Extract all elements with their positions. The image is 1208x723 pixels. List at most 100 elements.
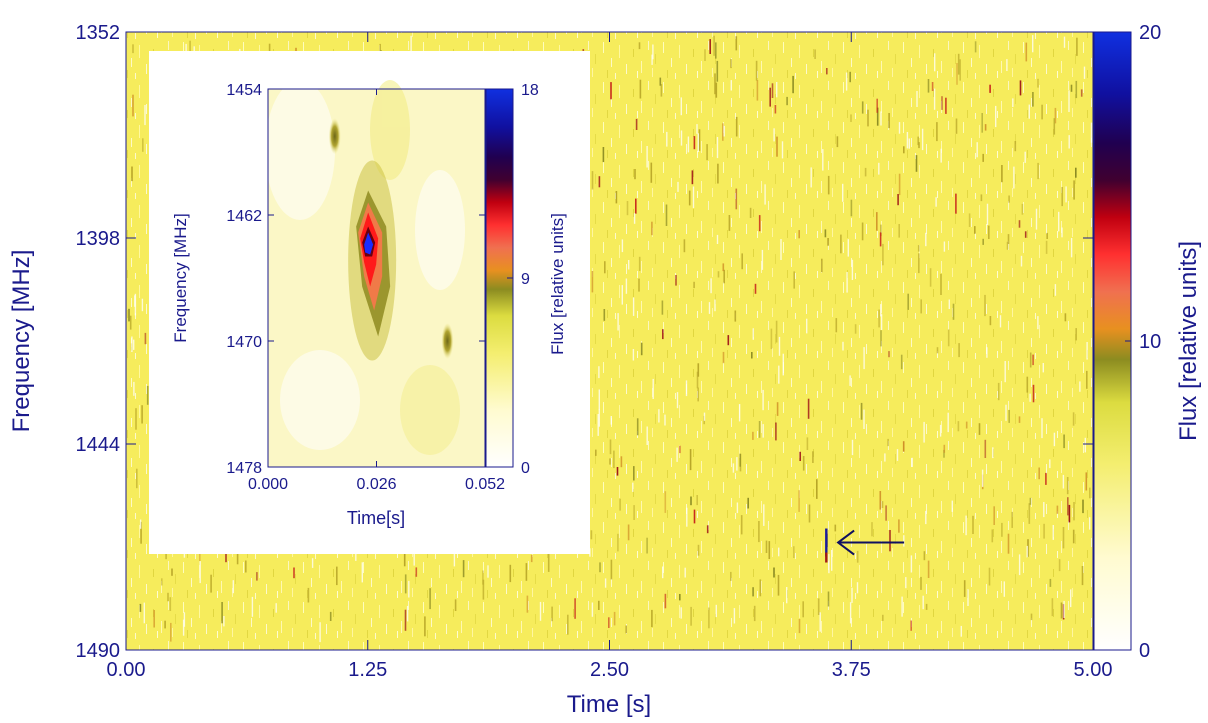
noise-streak	[978, 423, 981, 435]
noise-streak	[959, 59, 961, 81]
noise-streak-light	[849, 375, 851, 386]
noise-streak	[947, 329, 950, 347]
noise-streak-light	[715, 604, 717, 618]
noise-streak	[404, 609, 407, 631]
noise-streak	[722, 351, 725, 364]
noise-streak-light	[1058, 211, 1060, 232]
noise-streak-light	[223, 616, 225, 627]
noise-streak-light	[948, 299, 950, 309]
noise-streak-light	[598, 366, 600, 379]
noise-streak-light	[1068, 135, 1070, 149]
noise-streak	[759, 579, 762, 597]
noise-streak-light	[696, 124, 698, 134]
noise-streak	[429, 588, 431, 610]
noise-streak	[131, 166, 133, 182]
inset-x-tick-label: 0.052	[465, 476, 505, 493]
noise-streak	[1029, 497, 1032, 505]
inset-x-tick-label: 0.000	[248, 476, 288, 493]
noise-streak	[936, 347, 939, 354]
noise-streak	[1043, 523, 1045, 539]
noise-streak	[929, 268, 932, 287]
noise-streak-light	[610, 416, 612, 425]
noise-streak-light	[684, 567, 686, 578]
noise-streak	[1085, 472, 1088, 491]
noise-streak	[1081, 566, 1084, 586]
noise-streak	[752, 431, 754, 440]
noise-streak	[963, 580, 966, 597]
noise-streak-light	[1029, 393, 1031, 402]
noise-streak	[599, 562, 601, 573]
inset-y-tick-label: 1478	[226, 460, 262, 477]
noise-streak-light	[762, 389, 764, 411]
noise-streak	[625, 625, 627, 634]
main-x-tick-label: 2.50	[590, 659, 629, 681]
noise-streak	[141, 405, 143, 424]
noise-streak	[525, 563, 528, 581]
noise-streak	[697, 363, 700, 377]
noise-streak	[1075, 328, 1077, 341]
noise-streak	[1032, 92, 1034, 107]
noise-streak-light	[863, 409, 865, 429]
noise-streak-light	[275, 603, 277, 613]
noise-streak-light	[925, 510, 927, 525]
noise-streak	[879, 491, 882, 510]
noise-streak	[989, 84, 991, 93]
noise-streak-light	[1032, 35, 1034, 53]
noise-streak	[567, 614, 569, 635]
noise-streak-light	[1003, 581, 1005, 597]
noise-streak	[379, 43, 381, 55]
noise-streak	[817, 598, 820, 615]
noise-streak	[876, 107, 879, 126]
noise-streak	[144, 332, 147, 345]
noise-streak-light	[845, 72, 848, 91]
noise-streak	[1026, 376, 1029, 393]
noise-streak	[771, 83, 774, 98]
noise-streak	[850, 114, 852, 122]
noise-streak	[860, 402, 863, 420]
noise-streak	[1041, 104, 1043, 120]
noise-streak-light	[908, 138, 910, 149]
noise-streak	[1061, 187, 1063, 207]
noise-streak	[920, 299, 922, 314]
noise-streak-light	[851, 587, 853, 603]
noise-streak	[329, 611, 332, 621]
noise-streak	[756, 80, 759, 101]
noise-streak	[697, 387, 699, 402]
noise-streak	[690, 496, 692, 506]
noise-streak	[773, 567, 775, 578]
noise-streak-light	[967, 589, 969, 606]
noise-streak-light	[1061, 227, 1063, 238]
noise-streak	[812, 451, 814, 463]
noise-streak	[957, 421, 960, 432]
noise-streak	[824, 229, 827, 238]
noise-streak	[900, 354, 903, 370]
noise-streak-light	[947, 412, 949, 433]
noise-streak-light	[134, 295, 136, 307]
noise-streak	[747, 497, 749, 509]
noise-streak	[1030, 613, 1033, 621]
noise-streak	[1051, 598, 1054, 617]
noise-streak	[888, 351, 890, 358]
noise-streak-light	[677, 181, 679, 192]
noise-streak	[530, 554, 533, 563]
noise-streak	[689, 449, 692, 471]
noise-streak	[755, 60, 758, 81]
noise-streak	[595, 449, 597, 456]
noise-streak-light	[940, 148, 942, 163]
noise-streak	[888, 113, 890, 129]
noise-streak-light	[621, 239, 624, 253]
noise-streak	[952, 303, 955, 320]
noise-streak-light	[856, 582, 859, 594]
noise-streak	[1062, 527, 1065, 549]
noise-streak-light	[1083, 66, 1086, 79]
main-x-axis-label: Time [s]	[567, 691, 651, 718]
main-colorbar-tick-label: 10	[1139, 331, 1161, 353]
noise-streak	[915, 155, 918, 172]
noise-streak	[974, 41, 977, 53]
noise-streak	[1066, 477, 1069, 495]
noise-streak	[1038, 467, 1040, 480]
main-y-tick-label: 1444	[76, 434, 121, 456]
noise-streak-light	[1070, 589, 1072, 608]
noise-streak-light	[986, 347, 988, 358]
noise-streak-light	[934, 53, 936, 72]
